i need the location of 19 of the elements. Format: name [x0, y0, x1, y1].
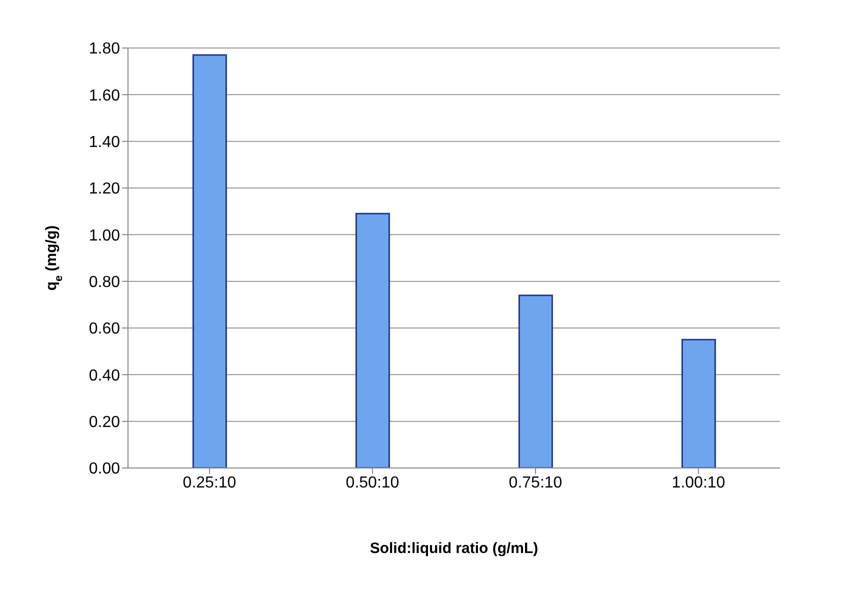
y-tick-label: 0.20: [88, 414, 120, 432]
y-tick-label: 1.00: [88, 227, 120, 244]
bar: [355, 212, 390, 468]
y-tick-label: 0.40: [88, 367, 120, 384]
x-tick-label: 1.00:10: [672, 474, 726, 492]
y-tick-label: 1.60: [88, 87, 120, 104]
x-tick-label: 0.25:10: [182, 474, 236, 492]
x-axis-title: Solid:liquid ratio (g/mL): [370, 540, 538, 557]
bar: [518, 294, 553, 468]
y-tick-label: 0.80: [88, 274, 120, 292]
y-tick-label: 1.80: [88, 40, 120, 58]
y-tick-label: 1.40: [88, 134, 120, 152]
bar: [681, 338, 716, 468]
x-tick-label: 0.75:10: [508, 474, 562, 492]
x-tick-label: 0.50:10: [346, 474, 400, 492]
y-tick-label: 0.00: [88, 460, 120, 478]
bar: [192, 54, 227, 468]
y-tick-label: 1.20: [88, 180, 120, 198]
y-tick-label: 0.60: [88, 320, 120, 338]
